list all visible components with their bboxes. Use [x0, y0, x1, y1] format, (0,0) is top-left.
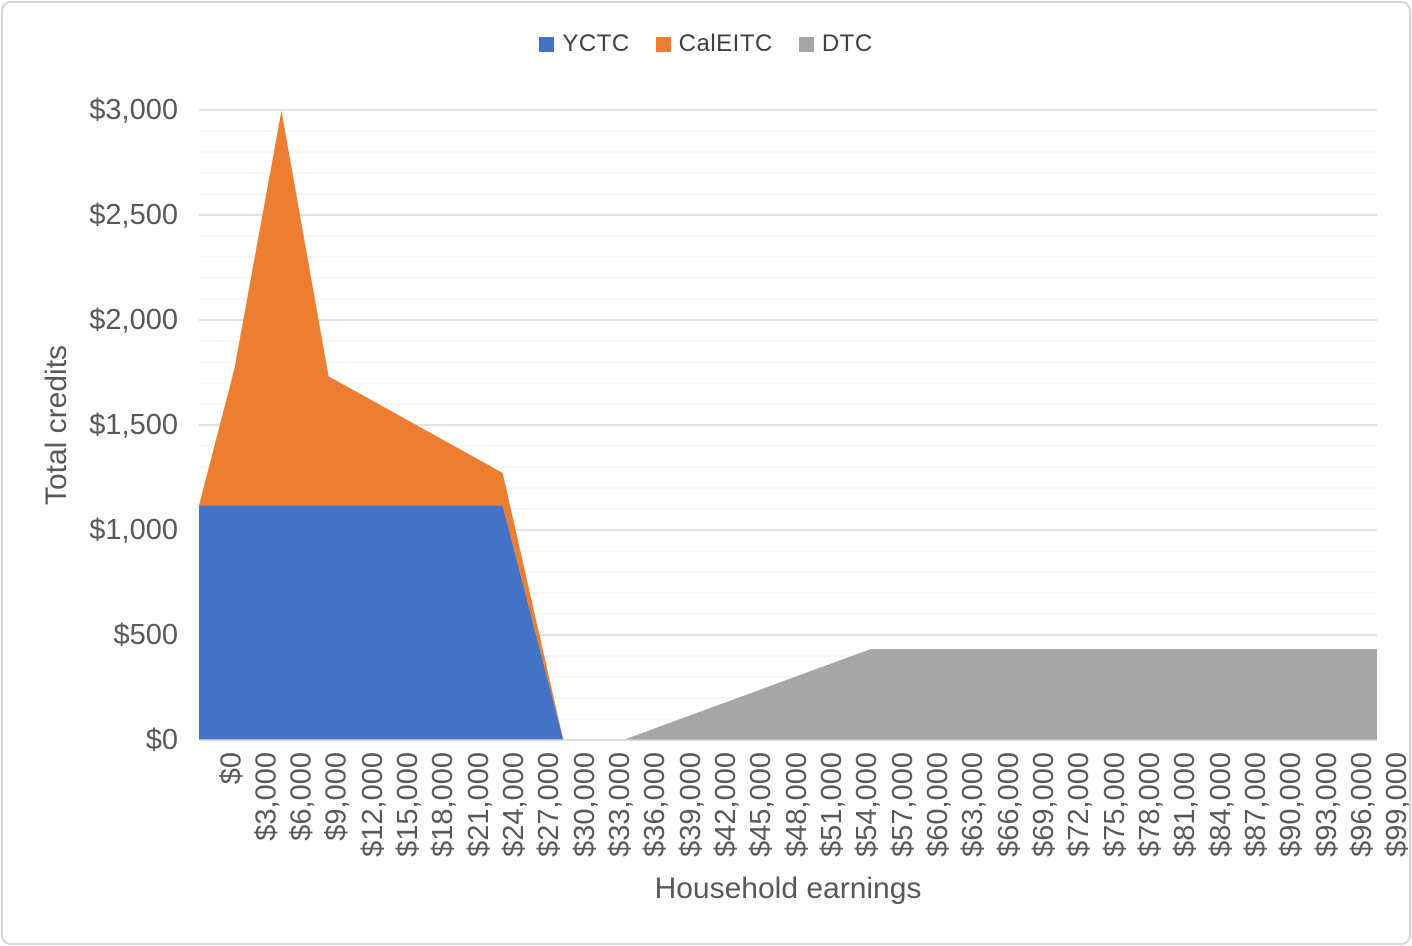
legend-label: CalEITC	[678, 30, 773, 57]
x-tick-label: $63,000	[957, 752, 990, 857]
x-tick-label: $72,000	[1063, 752, 1096, 857]
x-tick-label: $81,000	[1169, 752, 1202, 857]
x-tick-label: $75,000	[1098, 752, 1131, 857]
x-axis-title: Household earnings	[654, 872, 922, 905]
x-tick-label: $57,000	[886, 752, 919, 857]
x-tick-label: $45,000	[745, 752, 778, 857]
x-tick-label: $24,000	[497, 752, 530, 857]
x-tick-label: $87,000	[1239, 752, 1272, 857]
x-tick-label: $9,000	[321, 752, 354, 841]
y-tick-label: $1,000	[89, 514, 178, 546]
x-tick-label: $48,000	[780, 752, 813, 857]
x-tick-label: $12,000	[356, 752, 389, 857]
legend: YCTC CalEITC DTC	[0, 30, 1412, 58]
x-tick-label: $6,000	[285, 752, 318, 841]
legend-item-DTC: DTC	[798, 30, 873, 58]
x-tick-label: $27,000	[533, 752, 566, 857]
y-tick-label: $3,000	[89, 94, 178, 126]
y-tick-label: $0	[145, 724, 178, 756]
x-tick-label: $42,000	[709, 752, 742, 857]
y-tick-label: $2,500	[89, 199, 178, 231]
x-tick-label: $93,000	[1310, 752, 1343, 857]
x-tick-label: $96,000	[1345, 752, 1378, 857]
x-tick-label: $66,000	[992, 752, 1025, 857]
legend-label: DTC	[821, 30, 873, 57]
x-tick-label: $78,000	[1133, 752, 1166, 857]
y-tick-label: $500	[113, 619, 178, 651]
x-tick-label: $69,000	[1027, 752, 1060, 857]
legend-item-CalEITC: CalEITC	[655, 30, 773, 58]
legend-item-YCTC: YCTC	[539, 30, 629, 58]
legend-swatch-icon	[655, 36, 671, 52]
x-tick-label: $36,000	[639, 752, 672, 857]
x-tick-label: $60,000	[921, 752, 954, 857]
x-tick-label: $33,000	[603, 752, 636, 857]
x-tick-label: $39,000	[674, 752, 707, 857]
x-tick-label: $15,000	[391, 752, 424, 857]
y-tick-label: $2,000	[89, 304, 178, 336]
legend-label: YCTC	[562, 30, 630, 57]
x-tick-label: $30,000	[568, 752, 601, 857]
legend-swatch-icon	[798, 36, 814, 52]
x-tick-label: $3,000	[250, 752, 283, 841]
area-series-DTC	[199, 110, 1377, 740]
x-tick-label: $21,000	[462, 752, 495, 857]
area-series-YCTC	[199, 505, 1377, 740]
y-tick-label: $1,500	[89, 409, 178, 441]
x-tick-label: $0	[215, 752, 247, 785]
x-tick-label: $18,000	[427, 752, 460, 857]
x-tick-label: $99,000	[1381, 752, 1412, 857]
x-tick-label: $51,000	[815, 752, 848, 857]
x-tick-label: $84,000	[1204, 752, 1237, 857]
legend-swatch-icon	[539, 36, 555, 52]
x-tick-label: $90,000	[1275, 752, 1308, 857]
x-tick-label: $54,000	[851, 752, 884, 857]
